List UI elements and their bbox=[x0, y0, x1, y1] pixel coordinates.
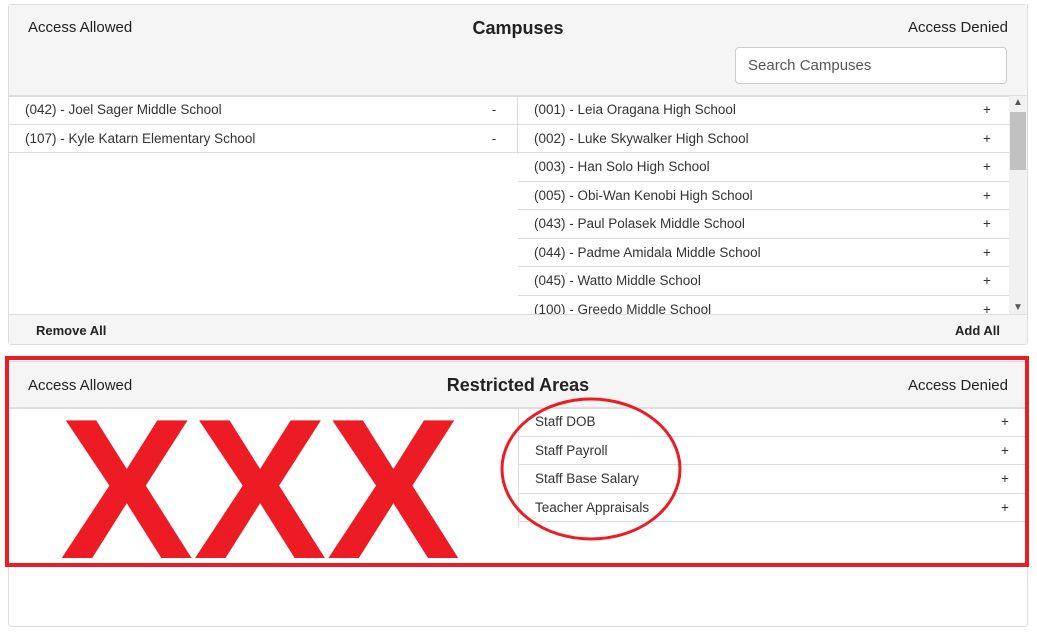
add-icon[interactable]: + bbox=[1001, 414, 1009, 430]
campuses-footer: Remove All Add All bbox=[9, 314, 1027, 344]
annotation-xxx: XXX bbox=[60, 378, 460, 601]
item-name: Staff DOB bbox=[535, 414, 596, 430]
annotation-circle bbox=[500, 397, 682, 541]
access-denied-label: Access Denied bbox=[907, 19, 1008, 36]
add-icon[interactable]: + bbox=[983, 244, 991, 260]
item-name: (003) - Han Solo High School bbox=[534, 159, 710, 175]
item-name: (042) - Joel Sager Middle School bbox=[25, 102, 222, 118]
add-icon[interactable]: + bbox=[983, 301, 991, 314]
item-name: (001) - Leia Oragana High School bbox=[534, 102, 736, 118]
add-icon[interactable]: + bbox=[1001, 442, 1009, 458]
denied-campus-list: (001) - Leia Oragana High School + (002) -… bbox=[518, 96, 1010, 314]
scroll-down-icon[interactable]: ▼ bbox=[1013, 302, 1023, 313]
list-item[interactable]: Staff Base Salary + bbox=[519, 465, 1028, 494]
list-item[interactable]: Staff DOB + bbox=[519, 408, 1028, 437]
remove-icon[interactable]: - bbox=[491, 102, 497, 118]
scroll-up-icon[interactable]: ▲ bbox=[1013, 97, 1023, 108]
item-name: (100) - Greedo Middle School bbox=[534, 301, 712, 314]
add-icon[interactable]: + bbox=[983, 130, 991, 146]
add-icon[interactable]: + bbox=[983, 216, 991, 232]
add-icon[interactable]: + bbox=[983, 102, 991, 118]
item-name: Staff Payroll bbox=[535, 442, 608, 458]
add-all-button[interactable]: Add All bbox=[954, 323, 1000, 338]
list-item[interactable]: (005) - Obi-Wan Kenobi High School + bbox=[518, 182, 1010, 210]
search-campuses-input[interactable] bbox=[735, 47, 1007, 84]
annotation-box bbox=[5, 356, 1029, 567]
item-name: (043) - Paul Polasek Middle School bbox=[534, 216, 745, 232]
section-title: Restricted Areas bbox=[446, 375, 590, 395]
page-title: Campuses bbox=[472, 18, 564, 38]
list-item[interactable]: (002) - Luke Skywalker High School + bbox=[518, 125, 1010, 153]
list-item[interactable]: Staff Payroll + bbox=[519, 437, 1028, 465]
access-allowed-label: Access Allowed bbox=[28, 377, 133, 394]
item-name: (107) - Kyle Katarn Elementary School bbox=[25, 130, 256, 146]
list-item[interactable]: Teacher Appraisals + bbox=[519, 494, 1028, 522]
item-name: Teacher Appraisals bbox=[535, 499, 650, 515]
campuses-panel: Access Allowed Campuses Access Denied (0… bbox=[8, 4, 1028, 345]
scrollbar-thumb[interactable] bbox=[1010, 112, 1026, 170]
add-icon[interactable]: + bbox=[983, 159, 991, 175]
restricted-header: Access Allowed Restricted Areas Access D… bbox=[9, 362, 1027, 409]
add-icon[interactable]: + bbox=[1001, 471, 1009, 487]
remove-all-button[interactable]: Remove All bbox=[36, 323, 107, 338]
item-name: Staff Base Salary bbox=[535, 471, 640, 487]
campuses-header: Access Allowed Campuses Access Denied bbox=[9, 5, 1027, 97]
add-icon[interactable]: + bbox=[1001, 499, 1009, 515]
item-name: (044) - Padme Amidala Middle School bbox=[534, 244, 761, 260]
list-item[interactable]: (107) - Kyle Katarn Elementary School - bbox=[9, 125, 517, 153]
item-name: (002) - Luke Skywalker High School bbox=[534, 130, 749, 146]
add-icon[interactable]: + bbox=[983, 187, 991, 203]
list-item[interactable]: (044) - Padme Amidala Middle School + bbox=[518, 239, 1010, 267]
list-item[interactable]: (042) - Joel Sager Middle School - bbox=[9, 96, 517, 125]
access-allowed-label: Access Allowed bbox=[28, 19, 133, 36]
list-item[interactable]: (100) - Greedo Middle School + bbox=[518, 296, 1010, 314]
remove-icon[interactable]: - bbox=[491, 130, 497, 146]
scrollbar[interactable]: ▲ ▼ bbox=[1009, 96, 1027, 314]
list-item[interactable]: (043) - Paul Polasek Middle School + bbox=[518, 210, 1010, 239]
item-name: (005) - Obi-Wan Kenobi High School bbox=[534, 187, 753, 203]
list-item[interactable]: (001) - Leia Oragana High School + bbox=[518, 96, 1010, 125]
access-denied-label: Access Denied bbox=[907, 377, 1008, 394]
item-name: (045) - Watto Middle School bbox=[534, 273, 701, 289]
add-icon[interactable]: + bbox=[983, 273, 991, 289]
allowed-campus-list: (042) - Joel Sager Middle School - (107) -… bbox=[9, 96, 518, 154]
restricted-areas-panel: Access Allowed Restricted Areas Access D… bbox=[8, 361, 1028, 627]
list-item[interactable]: (003) - Han Solo High School + bbox=[518, 153, 1010, 182]
list-item[interactable]: (045) - Watto Middle School + bbox=[518, 267, 1010, 296]
denied-restricted-list: Staff DOB + Staff Payroll + Staff Base Salar… bbox=[518, 408, 1028, 528]
